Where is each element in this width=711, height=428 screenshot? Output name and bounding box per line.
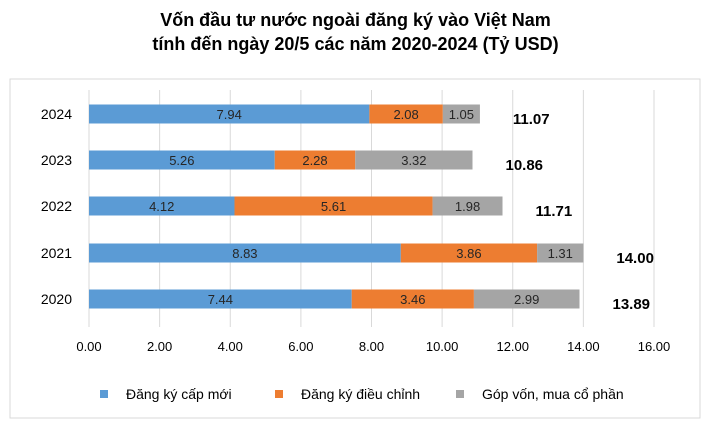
- legend-label: Góp vốn, mua cổ phần: [482, 386, 624, 402]
- x-tick-label: 14.00: [567, 339, 600, 354]
- bar-segment: [473, 289, 580, 309]
- bar-segment: [234, 196, 433, 216]
- total-label: 13.89: [612, 296, 650, 313]
- bar-segment: [537, 243, 584, 263]
- total-label: 10.86: [505, 157, 543, 174]
- data-label: 2.08: [393, 107, 418, 122]
- bar-segment: [89, 196, 235, 216]
- total-label: 11.71: [536, 203, 573, 220]
- x-tick-label: 6.00: [288, 339, 313, 354]
- data-label: 2.28: [302, 153, 327, 168]
- bar-segment: [89, 243, 401, 263]
- y-category-label: 2024: [41, 106, 72, 122]
- x-tick-label: 8.00: [359, 339, 384, 354]
- legend-label: Đăng ký điều chỉnh: [301, 386, 420, 402]
- legend-swatch: [456, 390, 464, 398]
- legend-label: Đăng ký cấp mới: [126, 386, 232, 402]
- bar-segment: [89, 289, 352, 309]
- data-label: 3.86: [456, 246, 481, 261]
- data-label: 7.94: [217, 107, 242, 122]
- bar-segment: [351, 289, 474, 309]
- data-label: 5.26: [169, 153, 194, 168]
- data-label: 7.44: [208, 292, 233, 307]
- y-category-label: 2022: [41, 198, 72, 214]
- bar-segment: [89, 104, 370, 124]
- bar-segment: [355, 150, 473, 170]
- data-label: 1.05: [449, 107, 474, 122]
- bar-segment: [442, 104, 480, 124]
- y-category-label: 2020: [41, 291, 72, 307]
- bar-segment: [274, 150, 356, 170]
- bar-segment: [89, 150, 275, 170]
- x-tick-label: 0.00: [76, 339, 101, 354]
- x-tick-label: 10.00: [426, 339, 459, 354]
- data-label: 8.83: [232, 246, 257, 261]
- data-label: 5.61: [321, 199, 346, 214]
- data-label: 4.12: [149, 199, 174, 214]
- x-tick-label: 2.00: [147, 339, 172, 354]
- total-label: 14.00: [616, 250, 654, 267]
- bar-segment: [400, 243, 538, 263]
- x-tick-label: 16.00: [638, 339, 671, 354]
- data-label: 2.99: [514, 292, 539, 307]
- total-label: 11.07: [513, 111, 550, 128]
- chart-border: [9, 78, 701, 419]
- chart-title-line-1: Vốn đầu tư nước ngoài đăng ký vào Việt N…: [160, 10, 551, 30]
- data-label: 3.46: [400, 292, 425, 307]
- legend-swatch: [100, 390, 108, 398]
- data-label: 3.32: [401, 153, 426, 168]
- y-category-label: 2023: [41, 152, 72, 168]
- y-category-label: 2021: [41, 245, 72, 261]
- x-tick-label: 12.00: [496, 339, 529, 354]
- bar-segment: [432, 196, 503, 216]
- data-label: 1.98: [455, 199, 480, 214]
- bar-segment: [369, 104, 443, 124]
- chart-title-line-2: tính đến ngày 20/5 các năm 2020-2024 (Tỷ…: [152, 34, 559, 54]
- legend-swatch: [275, 390, 283, 398]
- data-label: 1.31: [548, 246, 573, 261]
- x-tick-label: 4.00: [218, 339, 243, 354]
